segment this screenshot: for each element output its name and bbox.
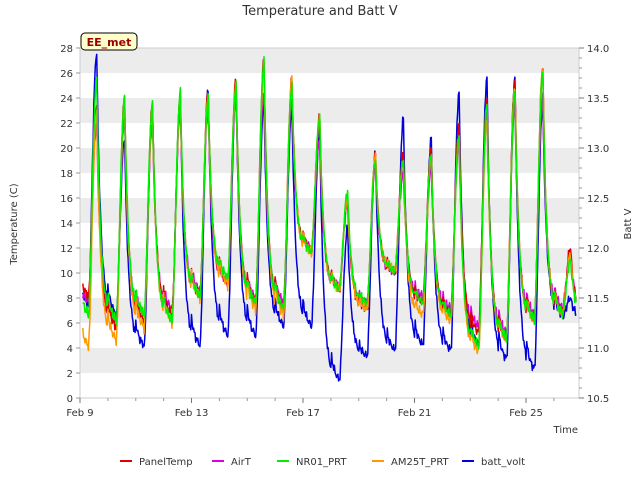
legend-label-airt: AirT: [231, 457, 252, 468]
x-tick-label: Feb 21: [398, 408, 432, 419]
plot-bands: [80, 48, 579, 398]
x-axis-label: Time: [553, 425, 578, 436]
y-axis-right: 10.5 11.0 11.5 12.0 12.5 13.0 13.5 14.0: [579, 44, 609, 405]
y-tick-label: 4: [67, 344, 73, 355]
y-tick-label: 14: [60, 219, 73, 230]
grid-band: [80, 98, 579, 123]
x-tick-label: Feb 13: [175, 408, 209, 419]
y2-tick-label: 12.5: [587, 194, 609, 205]
y-tick-label: 16: [60, 194, 73, 205]
y2-tick-label: 10.5: [587, 394, 609, 405]
legend: PanelTemp AirT NR01_PRT AM25T_PRT batt_volt: [120, 457, 525, 468]
y-tick-label: 28: [60, 44, 73, 55]
y-tick-label: 0: [67, 394, 73, 405]
chart-title: Temperature and Batt V: [241, 4, 397, 19]
y2-axis-label: Batt V: [623, 208, 634, 239]
y-tick-label: 2: [67, 369, 73, 380]
grid-band: [80, 48, 579, 73]
y2-tick-label: 13.5: [587, 94, 609, 105]
y-tick-label: 22: [60, 119, 73, 130]
y2-tick-label: 12.0: [587, 244, 609, 255]
ee-met-badge-label: EE_met: [87, 36, 132, 49]
series-layer: [82, 53, 577, 382]
y-tick-label: 20: [60, 144, 73, 155]
series-line-nr01_prt: [82, 56, 577, 350]
y-tick-label: 24: [60, 94, 73, 105]
y2-tick-label: 11.5: [587, 294, 609, 305]
grid-band: [80, 148, 579, 173]
y-tick-label: 8: [67, 294, 73, 305]
legend-label-paneltemp: PanelTemp: [139, 457, 193, 468]
y-tick-label: 26: [60, 69, 73, 80]
y-axis-label: Temperature (C): [9, 183, 20, 265]
y-tick-label: 12: [60, 244, 73, 255]
grid-band: [80, 298, 579, 323]
grid-band: [80, 248, 579, 273]
x-tick-label: Feb 25: [509, 408, 543, 419]
y2-tick-label: 14.0: [587, 44, 609, 55]
legend-label-batt_volt: batt_volt: [481, 457, 525, 468]
x-axis: Feb 9 Feb 13 Feb 17 Feb 21 Feb 25: [66, 398, 555, 419]
legend-label-am25t_prt: AM25T_PRT: [391, 457, 450, 468]
y-tick-label: 10: [60, 269, 73, 280]
y2-tick-label: 11.0: [587, 344, 609, 355]
y-tick-label: 18: [60, 169, 73, 180]
x-tick-label: Feb 9: [66, 408, 93, 419]
legend-label-nr01_prt: NR01_PRT: [296, 457, 347, 468]
grid-band: [80, 198, 579, 223]
ee-met-badge: EE_met: [80, 32, 138, 51]
x-tick-label: Feb 17: [286, 408, 320, 419]
y-tick-label: 6: [67, 319, 73, 330]
y2-tick-label: 13.0: [587, 144, 609, 155]
